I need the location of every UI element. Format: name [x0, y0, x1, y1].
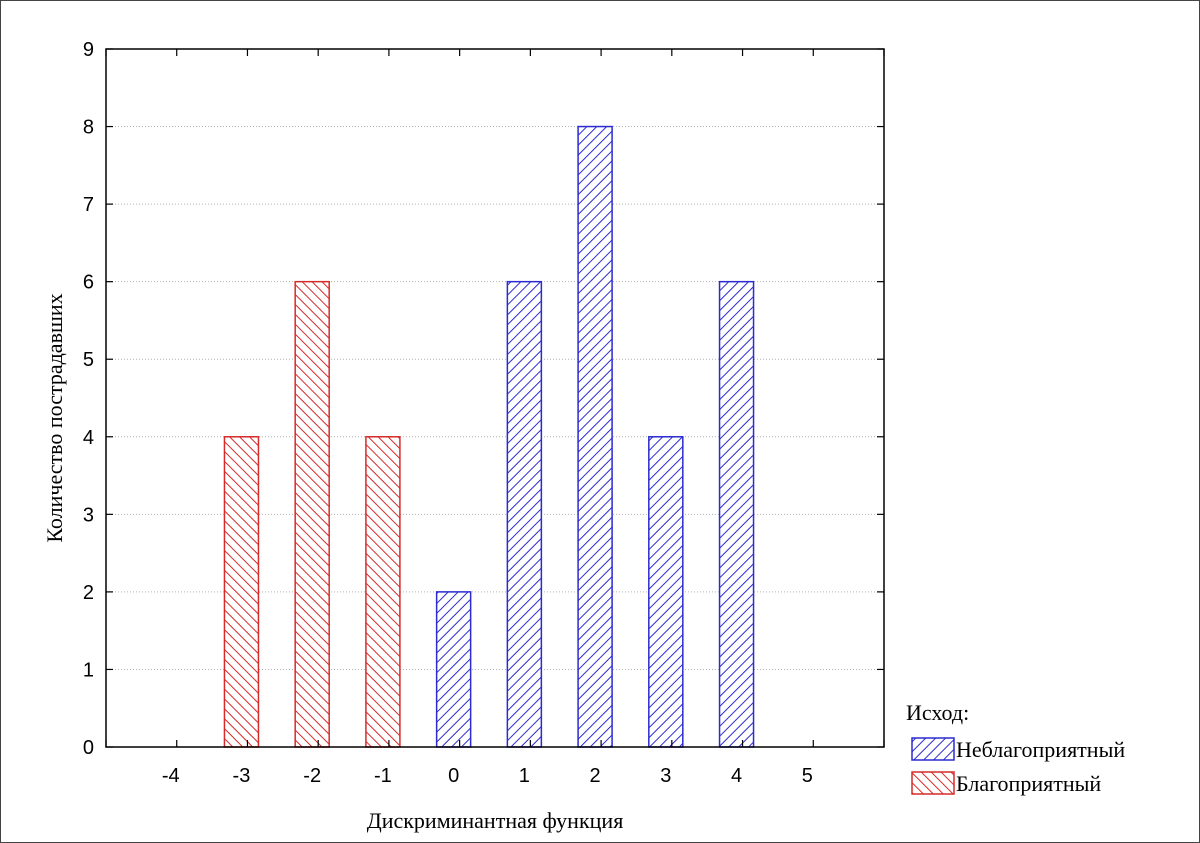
x-tick-label: 3 — [660, 765, 671, 787]
legend-title: Исход: — [906, 700, 969, 725]
x-tick-label: -1 — [374, 765, 392, 787]
y-tick-label: 0 — [83, 737, 94, 759]
gridlines — [106, 126, 884, 670]
legend: Исход: Неблагоприятный Благоприятный — [906, 700, 1125, 796]
x-tick-label: 5 — [802, 765, 813, 787]
x-tick-label: 1 — [519, 765, 530, 787]
x-axis-title: Дискриминантная функция — [367, 808, 624, 833]
bar — [435, 591, 472, 748]
y-tick-label: 2 — [83, 582, 94, 604]
y-tick-label: 9 — [83, 39, 94, 61]
bar — [294, 280, 330, 748]
legend-swatch — [911, 737, 955, 761]
bar — [577, 125, 613, 748]
y-tick-label: 7 — [83, 194, 94, 216]
x-tick-label: 0 — [448, 765, 459, 787]
bar — [223, 436, 260, 748]
y-tick-label: 3 — [83, 504, 94, 526]
x-tick-label: -3 — [233, 765, 251, 787]
y-axis-title: Количество пострадавших — [42, 293, 67, 542]
y-axis-ticks: 0 1 2 3 4 5 6 7 8 9 — [83, 39, 884, 759]
y-tick-label: 4 — [83, 427, 94, 449]
plot-area — [105, 48, 885, 748]
y-tick-label: 5 — [83, 349, 94, 371]
bar — [506, 280, 543, 748]
x-tick-label: 4 — [731, 765, 742, 787]
bar — [718, 280, 755, 748]
x-tick-label: 2 — [590, 765, 601, 787]
bar — [365, 436, 401, 748]
bars — [223, 125, 755, 748]
y-tick-label: 1 — [83, 659, 94, 681]
legend-label: Благоприятный — [956, 771, 1101, 796]
x-tick-label: -4 — [162, 765, 180, 787]
y-tick-label: 8 — [83, 117, 94, 139]
legend-label: Неблагоприятный — [956, 737, 1125, 762]
x-tick-label: -2 — [303, 765, 321, 787]
legend-swatch — [911, 771, 955, 795]
x-axis-ticks: -4 -3 -2 -1 0 1 2 3 4 5 — [105, 49, 885, 787]
legend-items: Неблагоприятный Благоприятный — [911, 737, 1125, 796]
bar — [648, 436, 684, 748]
y-tick-label: 6 — [83, 272, 94, 294]
